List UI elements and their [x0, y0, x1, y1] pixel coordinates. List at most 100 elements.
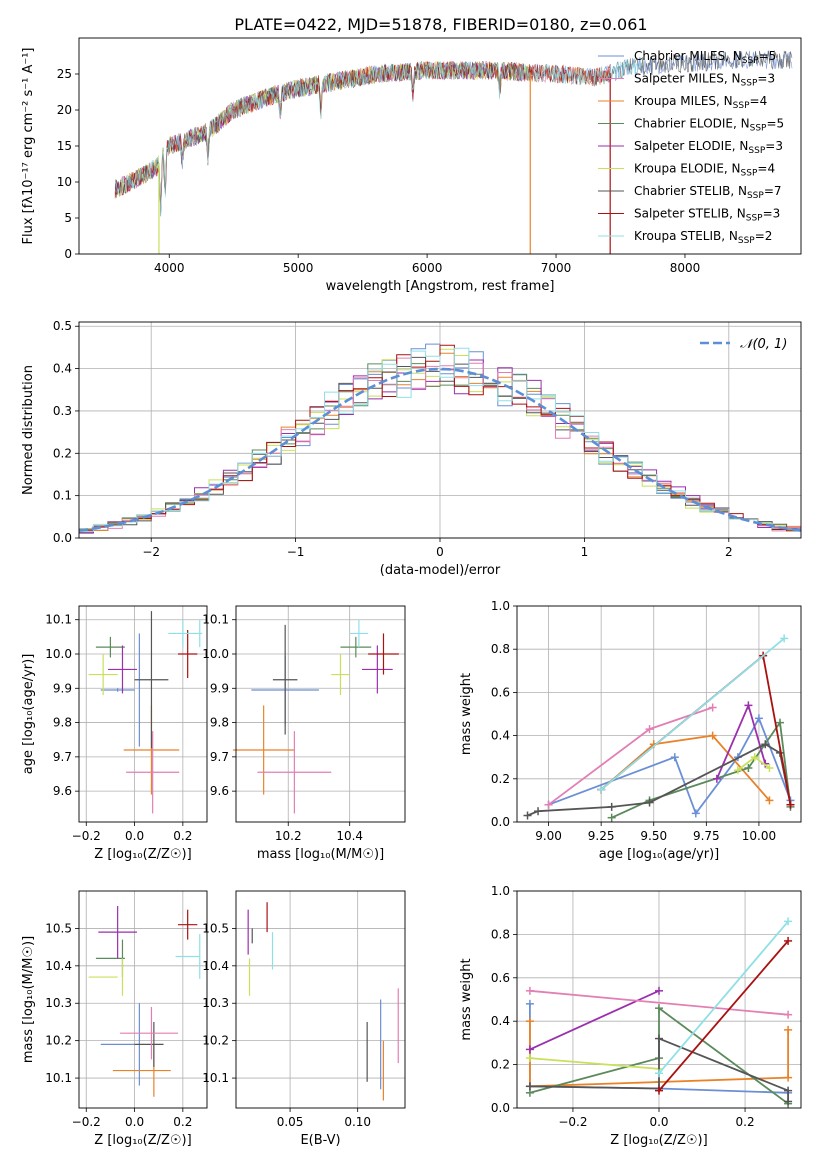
- weight-series: [712, 701, 770, 783]
- spectrum-series: [114, 61, 611, 210]
- legend-entry-main: Salpeter MILES, N: [634, 72, 741, 86]
- y-axis-label: mass weight: [459, 958, 474, 1040]
- y-axis-label: age [log₁₀(age/yr)]: [21, 654, 36, 775]
- legend-entry-tail: =7: [764, 184, 782, 198]
- weight-marker: [525, 999, 534, 1008]
- weight-marker: [708, 703, 717, 712]
- weight-marker: [655, 1069, 663, 1078]
- x-tick-label: 10.00: [742, 829, 776, 843]
- y-tick-label: 10.4: [202, 959, 229, 973]
- y-tick-label: 5: [64, 211, 72, 225]
- y-tick-label: 0.0: [491, 815, 510, 829]
- x-tick-label: 0.2: [173, 1115, 192, 1129]
- weight-line: [658, 920, 789, 1074]
- x-tick-label: 9.50: [640, 829, 667, 843]
- y-tick-label: 0.0: [53, 531, 72, 545]
- y-tick-label: 0.4: [491, 1014, 510, 1028]
- weight-marker: [708, 731, 717, 740]
- x-tick-label: 5000: [283, 261, 314, 275]
- legend-entry-main: Kroupa STELIB, N: [634, 229, 738, 243]
- error-bar-point: [232, 705, 295, 795]
- plot-area: [88, 905, 201, 1097]
- y-tick-label: 9.9: [210, 681, 229, 695]
- error-bar-point: [178, 909, 198, 940]
- x-tick-label: 10.4: [336, 829, 363, 843]
- error-bar-point: [95, 636, 125, 658]
- y-tick-label: 0: [64, 247, 72, 261]
- y-axis-label: mass weight: [459, 673, 474, 755]
- legend-entry: Chabrier MILES, NSSP=5: [634, 49, 776, 66]
- panel-mass_vs_Z: −0.2 0.0 0.2 10.1 10.2 10.3 10.4 10.5 Z [log₁₀(Z…: [21, 890, 208, 1148]
- error-bar-point: [134, 611, 169, 749]
- weight-marker: [655, 1086, 663, 1095]
- y-tick-label: 1.0: [491, 884, 510, 898]
- axes-frame: [516, 890, 802, 1109]
- panel-mass_vs_ebv: 0.05 0.10 10.1 10.2 10.3 10.4 10.5 E(B-V): [202, 890, 406, 1148]
- x-tick-label: 1: [581, 545, 589, 559]
- y-tick-label: 15: [57, 139, 72, 153]
- legend-entry: 𝒩(0, 1): [740, 337, 787, 352]
- weight-marker: [784, 1010, 793, 1019]
- y-tick-label: 10.1: [45, 1071, 72, 1085]
- x-axis-label: Z [log₁₀(Z/Z☉)]: [610, 1133, 707, 1148]
- weight-marker: [712, 774, 721, 783]
- error-bar-point: [257, 731, 332, 814]
- weight-line: [658, 940, 789, 1092]
- y-tick-label: 10.3: [45, 996, 72, 1010]
- x-tick-label: 0.0: [125, 1115, 144, 1129]
- y-tick-label: 0.8: [491, 642, 510, 656]
- y-tick-label: 0.8: [491, 927, 510, 941]
- weight-series: [655, 936, 793, 1095]
- weight-marker: [691, 809, 700, 818]
- legend-entry-tail: =4: [757, 162, 775, 176]
- error-bar-point: [361, 645, 393, 694]
- error-bar-point: [331, 654, 350, 696]
- weight-marker: [525, 1082, 534, 1091]
- legend-entry-tail: =4: [750, 94, 768, 108]
- weight-marker: [754, 714, 763, 723]
- y-tick-label: 0.4: [491, 729, 510, 743]
- axes-frame: [78, 321, 802, 539]
- y-tick-label: 0.4: [53, 362, 72, 376]
- weight-marker: [780, 634, 789, 643]
- plot-area: [523, 634, 795, 822]
- y-tick-label: 10.5: [45, 921, 72, 935]
- error-bar-point: [368, 633, 399, 675]
- panel-weight_vs_Z: −0.2 0.0 0.2 0.0 0.2 0.4 0.6 0.8 1.0 Z [log₁₀(Z/Z…: [459, 884, 802, 1148]
- y-tick-label: 10.0: [202, 647, 229, 661]
- weight-marker: [784, 1025, 793, 1034]
- axes-frame: [235, 605, 406, 823]
- weight-marker: [655, 1004, 663, 1013]
- weight-line: [600, 654, 792, 805]
- weight-marker: [750, 753, 759, 762]
- weight-marker: [645, 725, 654, 734]
- error-bar-point: [272, 624, 298, 735]
- x-tick-label: 0.10: [344, 1115, 371, 1129]
- x-axis-label: age [log₁₀(age/yr)]: [599, 847, 720, 862]
- weight-marker: [765, 764, 774, 772]
- y-tick-label: 10.2: [202, 1034, 229, 1048]
- y-tick-label: 9.6: [53, 784, 72, 798]
- legend-entry-tail: =3: [763, 207, 781, 221]
- plot-area: [88, 611, 203, 814]
- x-tick-label: 2: [725, 545, 733, 559]
- y-tick-label: 9.7: [53, 750, 72, 764]
- legend-entry-sub: SSP: [746, 214, 763, 224]
- legend-entry-sub: SSP: [741, 169, 758, 179]
- x-tick-label: 0.0: [125, 829, 144, 843]
- y-axis-label: Normed distribution: [21, 365, 36, 495]
- weight-series: [733, 753, 774, 775]
- x-tick-label: 9.75: [693, 829, 720, 843]
- y-tick-label: 10.1: [45, 613, 72, 627]
- weight-line: [529, 1057, 660, 1070]
- plot-area: [525, 917, 793, 1108]
- y-tick-label: 9.8: [53, 716, 72, 730]
- weight-marker: [523, 811, 532, 820]
- figure-title: PLATE=0422, MJD=51878, FIBERID=0180, z=0…: [234, 15, 647, 34]
- legend-entry-tail: =3: [765, 139, 783, 153]
- legend-entry: Kroupa MILES, NSSP=4: [634, 94, 767, 111]
- axes-frame: [516, 605, 802, 823]
- weight-marker: [525, 1045, 534, 1054]
- x-tick-label: −1: [287, 545, 305, 559]
